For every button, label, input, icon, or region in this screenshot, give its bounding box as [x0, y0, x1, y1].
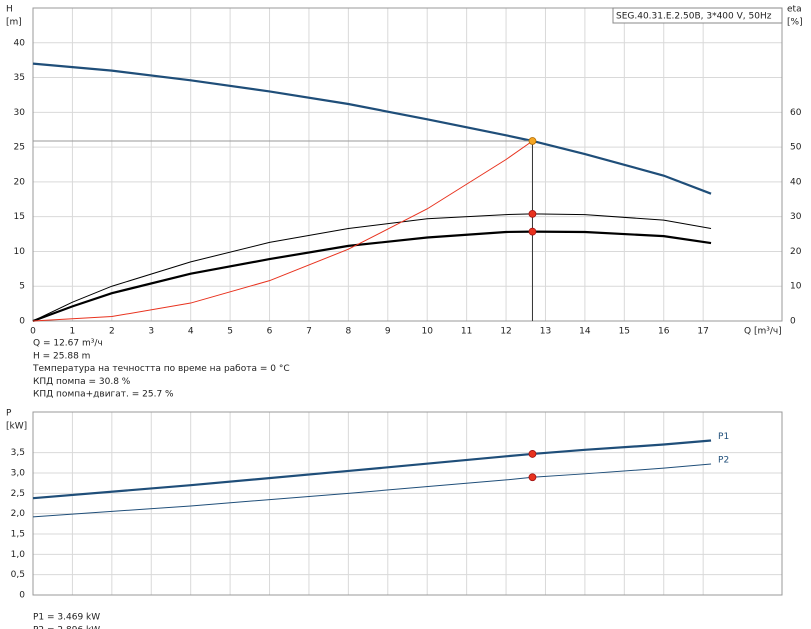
curve — [32, 463, 712, 518]
curve — [32, 213, 712, 322]
x-tick-label: 12 — [500, 327, 511, 337]
y2-tick-label: 20 — [790, 247, 802, 257]
y-tick-label: 2,0 — [11, 509, 26, 519]
annotation: P2 = 2.896 kW — [33, 625, 100, 629]
y-tick-label: 1,0 — [11, 550, 26, 560]
title-box — [612, 7, 783, 24]
annotation: Q = 12.67 m³/ч — [33, 339, 103, 349]
x-tick-label: 16 — [658, 327, 670, 337]
chart-title: SEG.40.31.E.2.50B, 3*400 V, 50Hz — [616, 12, 772, 22]
x-tick-label: 17 — [697, 327, 708, 337]
x-tick-label: 6 — [267, 327, 273, 337]
operating-point — [528, 450, 537, 458]
y-tick-label: 30 — [14, 108, 26, 118]
annotation: КПД помпа+двигат. = 25.7 % — [33, 390, 174, 400]
x-tick-label: 7 — [306, 327, 312, 337]
legend-label: P2 — [718, 456, 729, 466]
y-tick-label: 10 — [14, 247, 26, 257]
x-tick-label: 5 — [227, 327, 233, 337]
y-tick-label: 5 — [19, 282, 25, 292]
curve — [32, 230, 712, 323]
y2-tick-label: 30 — [790, 212, 802, 222]
y-tick-label: 0,5 — [11, 570, 25, 580]
y-tick-label: 3,5 — [11, 448, 25, 458]
x-tick-label: 9 — [385, 327, 391, 337]
y-tick-label: 3,0 — [11, 469, 26, 479]
y-axis-label: H — [6, 5, 13, 15]
annotation: H = 25.88 m — [33, 351, 90, 361]
x-axis-label: Q [m³/ч] — [744, 327, 782, 337]
x-tick-label: 15 — [619, 327, 630, 337]
y2-axis-unit: [%] — [787, 18, 803, 28]
x-tick-label: 13 — [540, 327, 551, 337]
operating-point — [528, 209, 537, 218]
x-tick-label: 14 — [579, 327, 591, 337]
operating-point — [528, 137, 537, 145]
x-tick-label: 2 — [109, 327, 115, 337]
y2-tick-label: 10 — [790, 282, 802, 292]
y2-tick-label: 40 — [790, 177, 802, 187]
operating-point — [528, 227, 537, 236]
annotation: P1 = 3.469 kW — [33, 613, 100, 623]
y-tick-label: 15 — [14, 212, 25, 222]
y-tick-label: 40 — [14, 38, 26, 48]
x-tick-label: 0 — [30, 327, 36, 337]
y2-tick-label: 0 — [790, 317, 796, 327]
x-tick-label: 1 — [70, 327, 76, 337]
curve — [32, 140, 533, 322]
y-tick-label: 1,5 — [11, 530, 25, 540]
x-tick-label: 4 — [188, 327, 194, 337]
legend-label: P1 — [718, 432, 729, 442]
y-axis-unit: [m] — [6, 18, 22, 28]
x-tick-label: 10 — [421, 327, 433, 337]
y-axis-label: P — [6, 409, 12, 419]
annotation: КПД помпа = 30.8 % — [33, 377, 131, 387]
operating-point — [528, 473, 537, 482]
annotation: Температура на течността по време на раб… — [32, 364, 290, 374]
y-tick-label: 25 — [14, 143, 25, 153]
y-tick-label: 2,5 — [11, 489, 25, 499]
x-tick-label: 3 — [148, 327, 154, 337]
y2-tick-label: 50 — [790, 143, 802, 153]
x-tick-label: 8 — [346, 327, 352, 337]
plot-frame — [32, 411, 783, 596]
y-tick-label: 20 — [14, 177, 26, 187]
x-tick-label: 11 — [461, 327, 472, 337]
y-tick-label: 35 — [14, 73, 25, 83]
y-tick-label: 0 — [19, 591, 25, 601]
curve — [32, 62, 712, 195]
y2-axis-label: eta — [787, 5, 802, 15]
y-axis-unit: [kW] — [6, 422, 27, 432]
curve — [32, 439, 712, 500]
y2-tick-label: 60 — [790, 108, 802, 118]
y-tick-label: 0 — [19, 317, 25, 327]
plot-frame — [32, 7, 783, 322]
